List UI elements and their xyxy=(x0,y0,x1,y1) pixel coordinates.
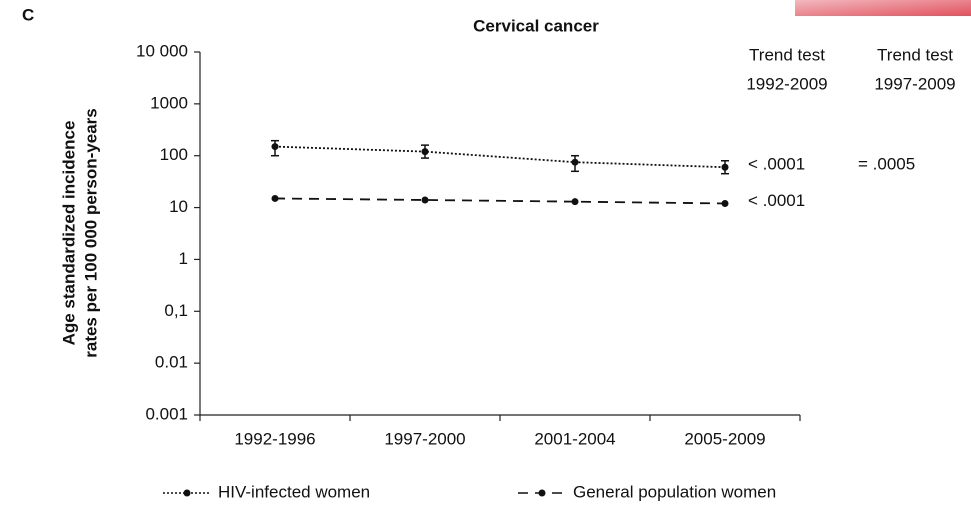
trend-test-header: Trend test xyxy=(877,45,953,64)
y-tick-label: 10 xyxy=(169,197,188,216)
trend-test-value: < .0001 xyxy=(748,191,805,210)
trend-test-header: 1992-2009 xyxy=(746,74,827,93)
y-label-line: Age standardized incidence xyxy=(59,121,78,346)
trend-test-header: 1997-2009 xyxy=(874,74,955,93)
series-line xyxy=(275,198,725,203)
y-tick-label: 10 000 xyxy=(136,41,188,60)
data-point xyxy=(272,195,279,202)
data-point xyxy=(572,198,579,205)
chart: C Cervical cancer Age standardized incid… xyxy=(0,0,971,507)
series-line xyxy=(275,147,725,168)
trend-test-value: = .0005 xyxy=(858,155,915,174)
y-label-line: rates per 100 000 person-years xyxy=(81,108,100,358)
x-tick-label: 2001-2004 xyxy=(534,429,615,448)
trend-test-value: < .0001 xyxy=(748,155,805,174)
data-point xyxy=(422,196,429,203)
x-tick-label: 2005-2009 xyxy=(684,429,765,448)
data-point xyxy=(722,200,729,207)
corner-decoration xyxy=(795,0,971,16)
legend-marker xyxy=(539,490,546,497)
data-point xyxy=(272,143,279,150)
data-point xyxy=(572,159,579,166)
legend-label: HIV-infected women xyxy=(218,482,370,501)
y-axis-label: Age standardized incidence rates per 100… xyxy=(59,108,100,358)
x-tick-label: 1997-2000 xyxy=(384,429,465,448)
y-tick-label: 1000 xyxy=(150,93,188,112)
y-tick-label: 0.001 xyxy=(145,404,188,423)
chart-title: Cervical cancer xyxy=(473,16,599,35)
trend-test-header: Trend test xyxy=(749,45,825,64)
x-tick-label: 1992-1996 xyxy=(234,429,315,448)
legend-marker xyxy=(184,490,191,497)
y-tick-label: 0.01 xyxy=(155,353,188,372)
data-point xyxy=(722,164,729,171)
data-point xyxy=(422,148,429,155)
y-tick-label: 1 xyxy=(179,249,188,268)
panel-label: C xyxy=(22,5,34,24)
legend-label: General population women xyxy=(573,482,776,501)
y-tick-label: 0,1 xyxy=(164,301,188,320)
y-tick-label: 100 xyxy=(160,145,188,164)
